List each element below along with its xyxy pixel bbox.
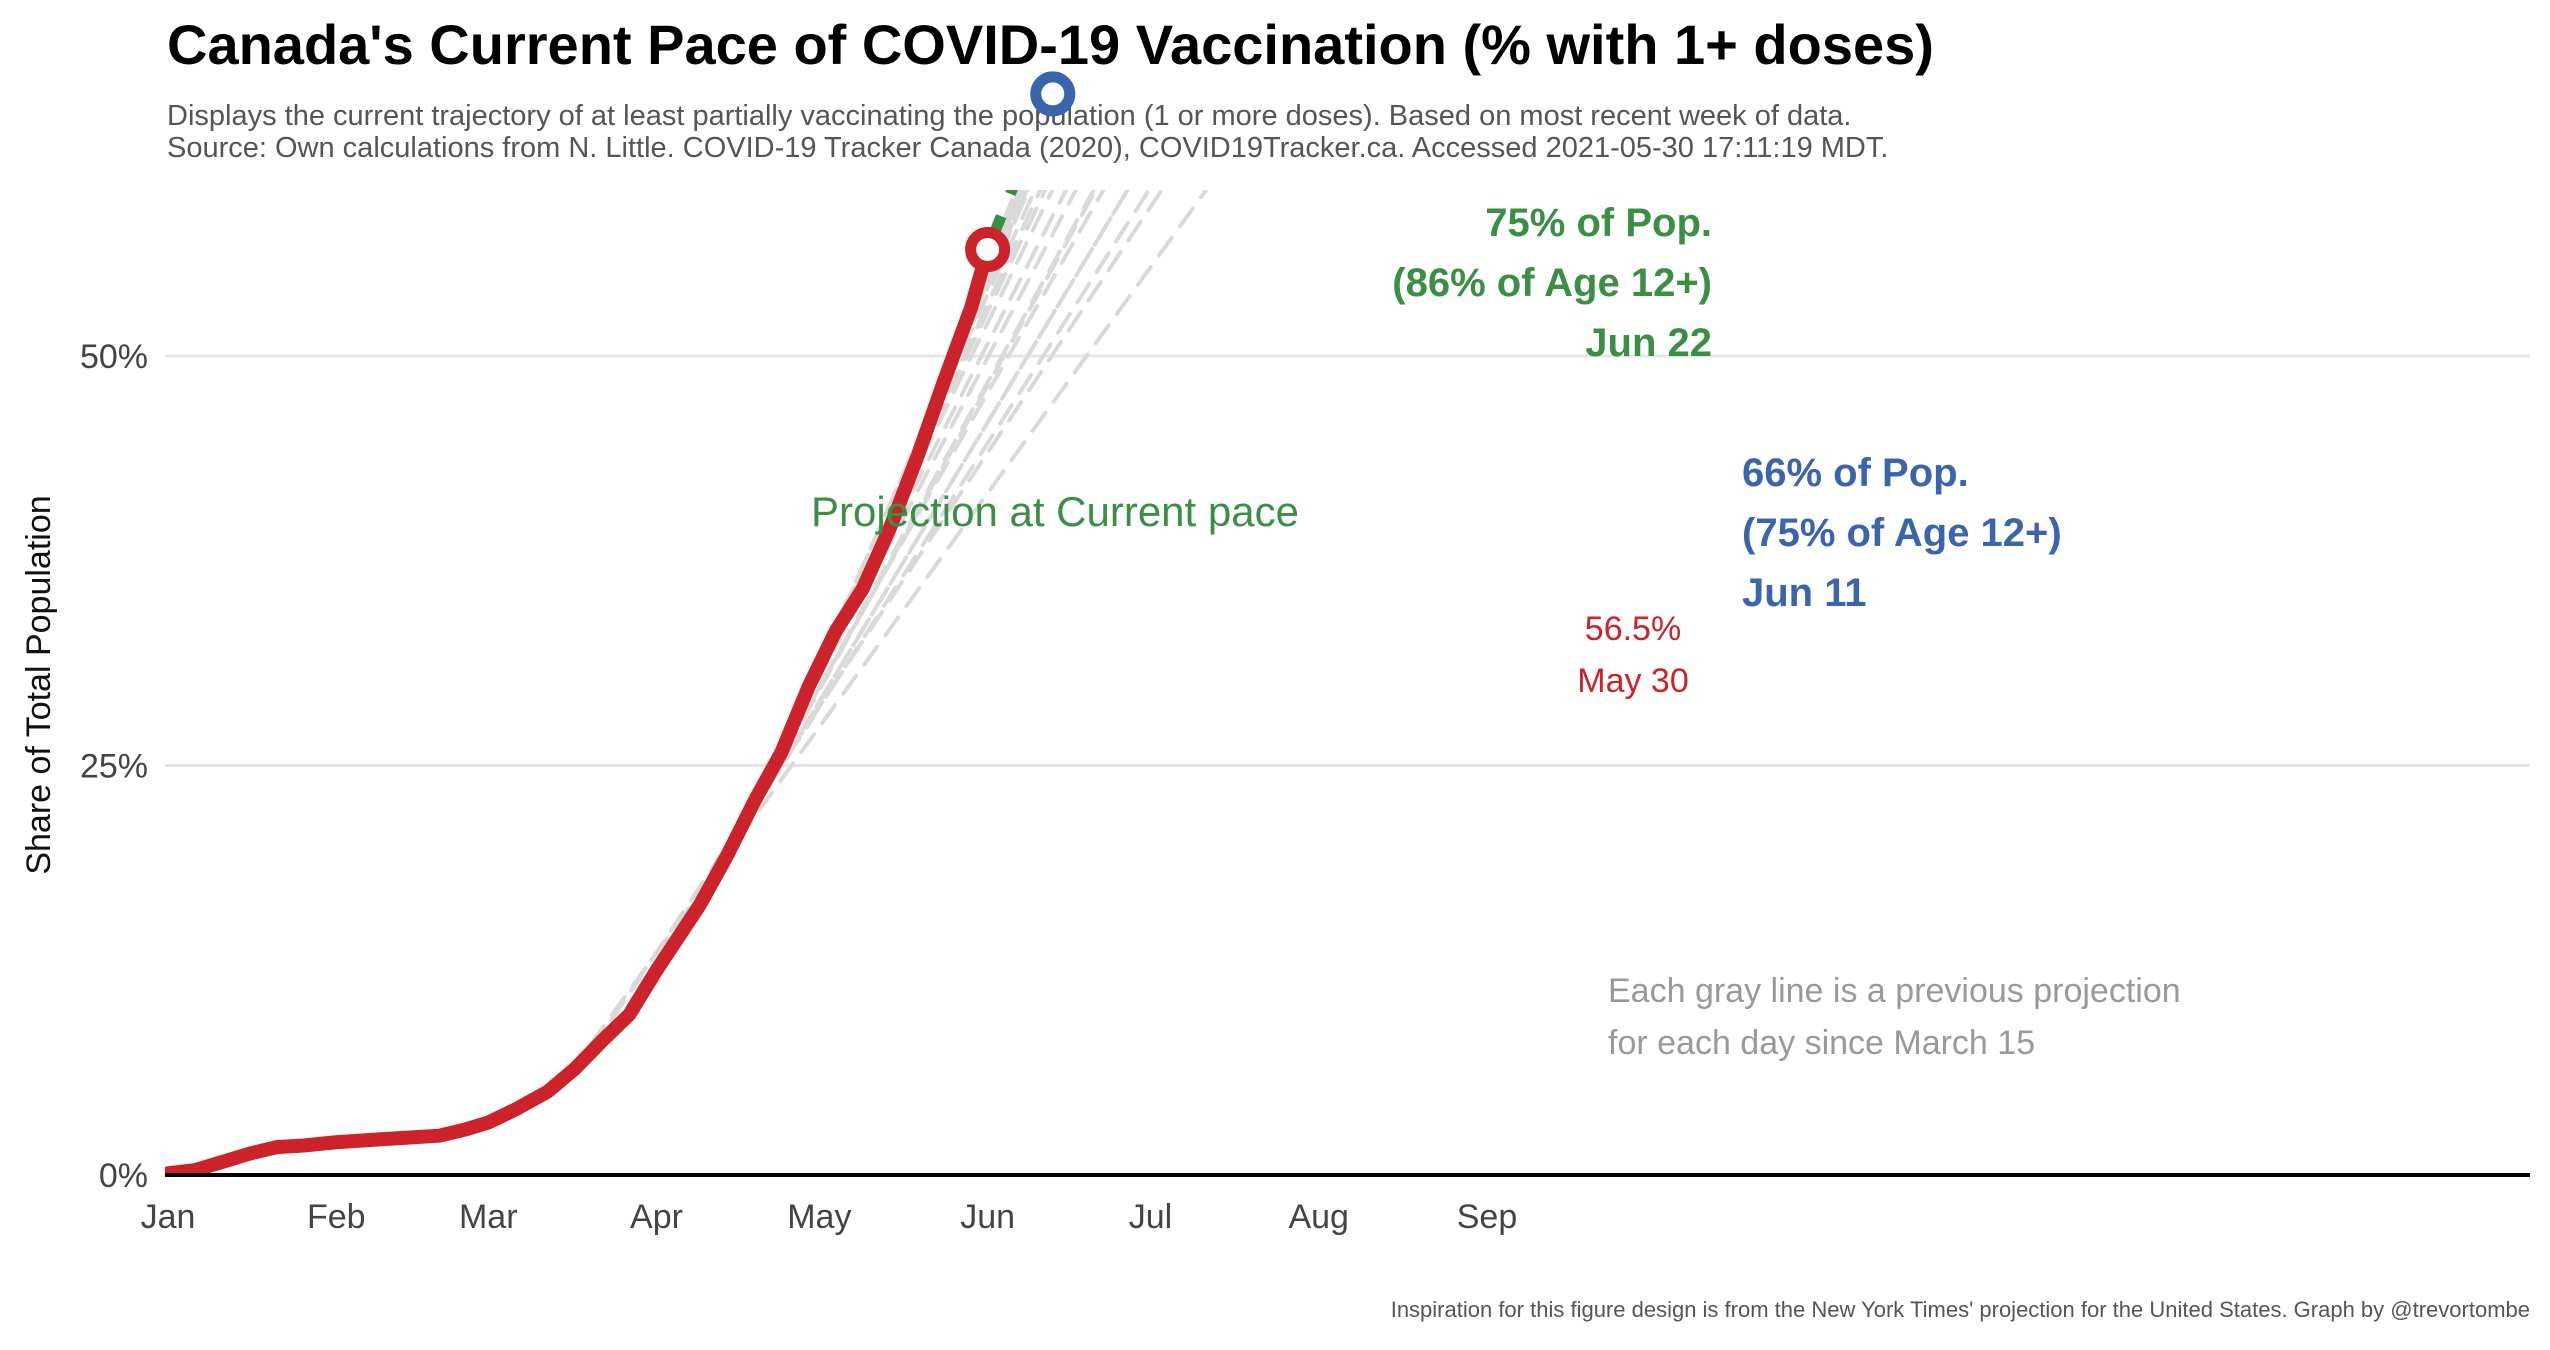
series-layer: [165, 190, 1018, 1175]
annotation-current-value: 56.5%: [1585, 610, 1681, 648]
previous-projection-line: [909, 190, 1022, 473]
annotation-75-line2: (86% of Age 12+): [1392, 261, 1712, 305]
previous-projection-line: [763, 190, 1048, 784]
y-axis-label: Share of Total Population: [20, 495, 58, 874]
x-tick-label: Sep: [1457, 1198, 1518, 1236]
previous-projection-line: [779, 190, 1043, 755]
previous-projection-line: [828, 190, 1030, 644]
y-tick-label: 25%: [80, 748, 148, 786]
annotation-pace: Projection at Current pace: [811, 488, 1299, 535]
chart-title: Canada's Current Pace of COVID-19 Vaccin…: [167, 13, 1934, 76]
actual-line: [165, 242, 995, 1175]
annotation-66-line2: (75% of Age 12+): [1742, 511, 2062, 555]
annotation-66-line3: Jun 11: [1742, 571, 1867, 615]
annotation-75-line3: Jun 22: [1585, 321, 1712, 365]
previous-projection-line: [681, 190, 1097, 935]
annotation-66-line1: 66% of Pop.: [1742, 451, 1969, 495]
subtitle-line-1: Displays the current trajectory of at le…: [167, 100, 1852, 132]
previous-projection-line: [665, 190, 1130, 956]
gridlines: [165, 354, 2530, 767]
marker-today: [965, 227, 1011, 273]
previous-projection-line: [567, 190, 1209, 1076]
x-tick-label: Jul: [1129, 1198, 1172, 1236]
previous-projection-line: [730, 190, 1069, 847]
previous-projection-line: [697, 190, 1079, 907]
previous-projection-line: [746, 190, 1055, 816]
marker-66%: [1030, 71, 1076, 117]
previous-projection-line: [714, 190, 1098, 879]
x-tick-label: Mar: [459, 1198, 518, 1236]
previous-projections: [567, 190, 1209, 1076]
y-tick-label: 50%: [80, 338, 148, 376]
annotation-gray-line2: for each day since March 15: [1608, 1024, 2035, 1062]
x-tick-label: Jan: [141, 1198, 196, 1236]
milestone-markers: [965, 71, 1076, 273]
annotation-current-date: May 30: [1577, 662, 1689, 700]
chart-caption: Inspiration for this figure design is fr…: [1390, 1297, 2530, 1322]
x-tick-label: Jun: [960, 1198, 1015, 1236]
y-tick-label: 0%: [99, 1157, 148, 1195]
x-tick-label: Aug: [1288, 1198, 1349, 1236]
chart-subtitle: Displays the current trajectory of at le…: [167, 100, 1888, 164]
annotation-75-line1: 75% of Pop.: [1485, 201, 1712, 245]
x-tick-label: Apr: [630, 1198, 683, 1236]
x-tick-label: May: [787, 1198, 851, 1236]
subtitle-line-2: Source: Own calculations from N. Little.…: [167, 132, 1889, 164]
annotation-gray-line1: Each gray line is a previous projection: [1608, 972, 2181, 1010]
x-tick-label: Feb: [307, 1198, 366, 1236]
